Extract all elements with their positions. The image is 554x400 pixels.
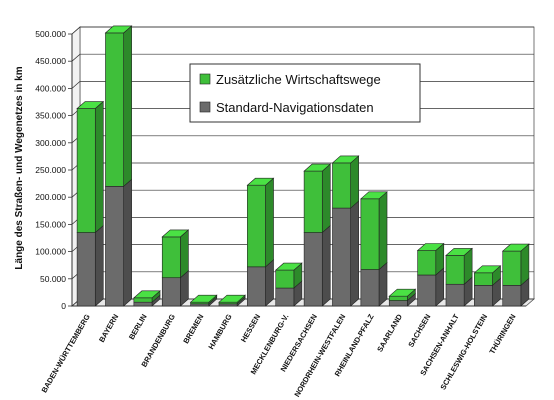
bar-segment-wirtschaftswege-side xyxy=(378,191,388,271)
bar-segment-standard xyxy=(303,232,323,307)
bar-segment-wirtschaftswege-top xyxy=(133,290,161,299)
legend-label: Zusätzliche Wirtschaftswege xyxy=(216,72,381,87)
bar-segment-wirtschaftswege-top xyxy=(388,288,417,297)
bar-segment-wirtschaftswege-top xyxy=(360,191,388,200)
y-tick-label: 150.000 xyxy=(35,219,66,229)
bar-segment-wirtschaftswege-side xyxy=(265,177,274,268)
bar-segment-wirtschaftswege xyxy=(161,236,181,279)
y-tick-label: 250.000 xyxy=(35,165,66,175)
bar-segment-standard-side xyxy=(378,261,388,307)
bar-segment-wirtschaftswege-top xyxy=(104,25,133,34)
bar-segment-standard xyxy=(218,303,238,307)
bar-segment-wirtschaftswege xyxy=(388,295,408,301)
bars-group xyxy=(76,25,530,307)
bar-segment-wirtschaftswege xyxy=(360,198,380,270)
y-tick-label: 450.000 xyxy=(35,56,66,66)
y-tick-label: 50.000 xyxy=(40,274,66,284)
bar-segment-wirtschaftswege-side xyxy=(350,155,359,209)
bar-segment-wirtschaftswege xyxy=(133,297,153,303)
legend-box xyxy=(189,63,421,123)
x-tick-label: HAMBURG xyxy=(206,312,233,351)
bar-segment-wirtschaftswege xyxy=(332,162,351,209)
x-tick-label: NORDRHEIN-WESTFALEN xyxy=(292,313,347,399)
bar-segment-standard xyxy=(247,266,266,307)
bar-segment-wirtschaftswege-top xyxy=(76,101,105,109)
bar-segment-wirtschaftswege-top xyxy=(501,243,530,252)
bar-segment-standard xyxy=(445,283,465,307)
bar-segment-wirtschaftswege xyxy=(275,269,295,289)
bar-segment-wirtschaftswege xyxy=(247,184,266,268)
x-tick-label: BREMEN xyxy=(181,313,205,346)
legend: Zusätzliche Wirtschaftswege Standard-Navi… xyxy=(189,63,421,123)
bar-segment-standard xyxy=(388,300,408,307)
bar-segment-wirtschaftswege xyxy=(303,170,323,233)
bar-segment-standard xyxy=(417,274,437,307)
bar-segment-wirtschaftswege-top xyxy=(445,248,473,256)
bar-segment-wirtschaftswege xyxy=(474,272,493,286)
bar-segment-wirtschaftswege-top xyxy=(161,229,190,238)
bar-segment-standard xyxy=(275,287,295,307)
legend-swatch xyxy=(199,101,211,113)
bar-segment-wirtschaftswege xyxy=(417,250,437,276)
bar-segment-standard xyxy=(133,301,153,307)
y-tick-label: 200.000 xyxy=(35,192,66,202)
bar-segment-standard xyxy=(360,269,380,307)
y-axis-label: Länge des Straßen- und Wegenetzes in km xyxy=(14,66,25,269)
bar-segment-standard xyxy=(332,207,351,307)
bar-segment-wirtschaftswege-top xyxy=(218,294,246,303)
bar-segment-wirtschaftswege-side xyxy=(123,25,132,187)
gridline xyxy=(71,53,534,62)
bar-segment-wirtschaftswege-top xyxy=(189,294,218,303)
bar-segment-wirtschaftswege-top xyxy=(246,177,275,186)
gridline xyxy=(71,26,534,35)
y-tick-label: 100.000 xyxy=(35,247,66,257)
bar-segment-wirtschaftswege-side xyxy=(94,100,104,234)
bar-segment-standard xyxy=(190,303,210,307)
bar-segment-wirtschaftswege-top xyxy=(303,163,332,172)
legend-swatch xyxy=(199,73,211,85)
bar-segment-wirtschaftswege-side xyxy=(321,163,331,234)
y-tick-label: 400.000 xyxy=(35,83,66,93)
bar-segment-wirtschaftswege xyxy=(445,255,465,285)
bar-segment-wirtschaftswege-side xyxy=(180,229,189,279)
x-tick-label: THÜRINGEN xyxy=(487,313,517,356)
bar-segment-wirtschaftswege xyxy=(76,108,96,233)
bar-segment-standard xyxy=(76,232,96,307)
bar-segment-standard xyxy=(502,285,522,307)
bar-segment-standard-side xyxy=(94,224,104,307)
bar-segment-standard-side xyxy=(350,200,359,307)
x-tick-label: SAARLAND xyxy=(375,312,404,353)
x-tick-label: BADEN-WÜRTTEMBERG xyxy=(40,312,92,394)
x-tick-label: SACHSEN xyxy=(406,313,432,349)
bar-segment-wirtschaftswege-top xyxy=(473,265,502,274)
bar-segment-wirtschaftswege-top xyxy=(416,243,445,251)
y-tick-label: 500.000 xyxy=(35,29,66,39)
bar-segment-wirtschaftswege xyxy=(105,32,124,187)
legend-label: Standard-Navigationsdaten xyxy=(216,100,374,115)
bar-segment-standard-side xyxy=(265,259,274,307)
bar-segment-standard-side xyxy=(123,178,132,307)
bar-segment-wirtschaftswege-top xyxy=(331,155,360,164)
bar-segment-standard xyxy=(105,186,124,307)
x-tick-label: HESSEN xyxy=(239,313,262,344)
y-tick-label: 350.000 xyxy=(35,111,66,121)
bar-segment-standard xyxy=(161,277,181,307)
bar-segment-standard-side xyxy=(321,224,331,307)
x-tick-label: BERLIN xyxy=(127,313,149,342)
y-tick-label: 300.000 xyxy=(35,138,66,148)
bar-segment-standard xyxy=(474,285,493,307)
y-tick-label: 0 xyxy=(61,301,66,311)
x-tick-label: BAYERN xyxy=(97,313,120,344)
bar-segment-wirtschaftswege xyxy=(502,250,522,286)
bar-segment-wirtschaftswege-top xyxy=(274,262,303,271)
